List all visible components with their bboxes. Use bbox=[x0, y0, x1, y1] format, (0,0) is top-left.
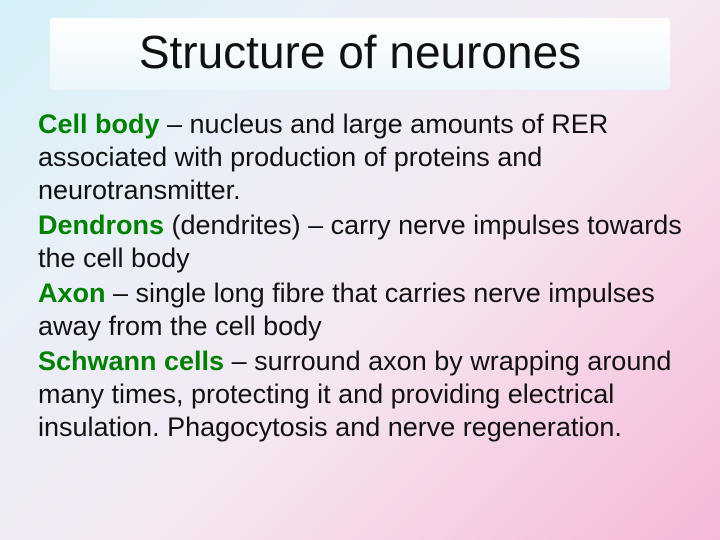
paragraph-cell-body: Cell body – nucleus and large amounts of… bbox=[38, 108, 682, 207]
term-cell-body: Cell body bbox=[38, 109, 167, 139]
term-dendrons: Dendrons bbox=[38, 210, 172, 240]
term-axon: Axon bbox=[38, 278, 113, 308]
term-schwann: Schwann cells bbox=[38, 346, 232, 376]
paragraph-dendrons: Dendrons (dendrites) – carry nerve impul… bbox=[38, 209, 682, 275]
paragraph-axon: Axon – single long fibre that carries ne… bbox=[38, 277, 682, 343]
paragraph-schwann: Schwann cells – surround axon by wrappin… bbox=[38, 345, 682, 444]
text-axon: – single long fibre that carries nerve i… bbox=[38, 278, 655, 341]
slide: Structure of neurones Cell body – nucleu… bbox=[0, 0, 720, 540]
slide-title: Structure of neurones bbox=[64, 28, 656, 76]
slide-body: Cell body – nucleus and large amounts of… bbox=[38, 108, 682, 443]
title-box: Structure of neurones bbox=[50, 18, 670, 90]
